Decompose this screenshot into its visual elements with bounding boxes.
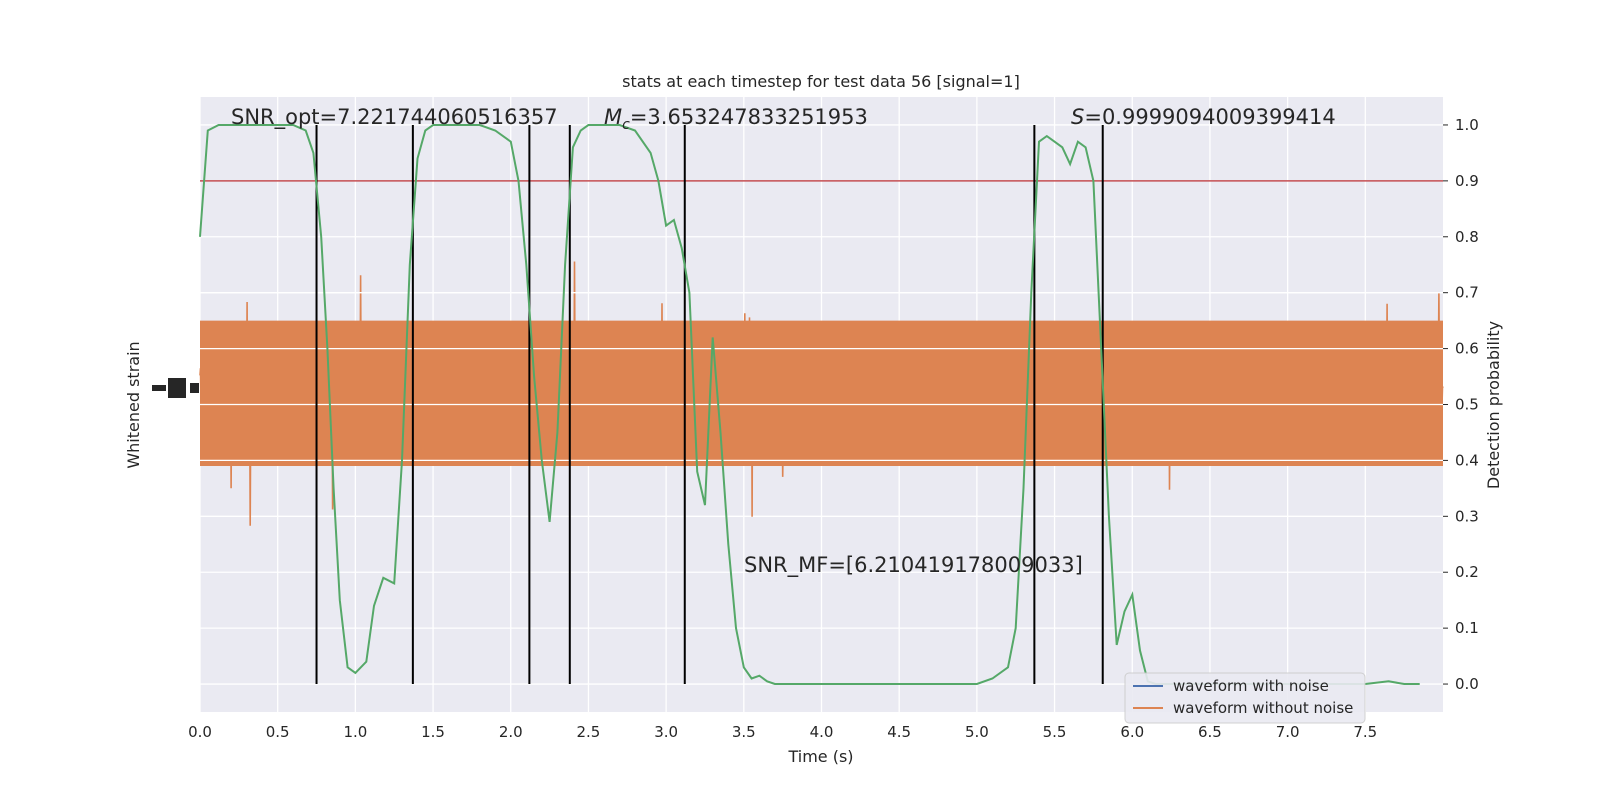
left-axis-overlapping-ticks — [152, 378, 199, 398]
x-tick-label: 5.0 — [965, 723, 989, 741]
x-tick-label: 1.5 — [421, 723, 445, 741]
y-tick-label: 0.8 — [1455, 228, 1479, 246]
y-right-axis-label: Detection probability — [1484, 321, 1503, 489]
y-tick-label: 0.4 — [1455, 451, 1479, 469]
snr-mf-annotation: SNR_MF=[6.210419178009033] — [744, 553, 1083, 578]
legend-label-with-noise: waveform with noise — [1173, 677, 1329, 695]
y-tick-label: 0.2 — [1455, 563, 1479, 581]
y-tick-label: 0.7 — [1455, 284, 1479, 302]
chirp-mass-annotation: Mc=3.653247833251953 — [604, 105, 868, 133]
detection-probability-line — [199, 124, 1420, 685]
vertical-marker-lines — [315, 124, 1104, 685]
x-tick-label: 0.0 — [188, 723, 212, 741]
x-tick-label: 1.0 — [343, 723, 367, 741]
x-tick-label: 7.5 — [1353, 723, 1377, 741]
x-tick-label: 5.5 — [1043, 723, 1067, 741]
x-tick-label: 2.0 — [499, 723, 523, 741]
chart-title: stats at each timestep for test data 56 … — [622, 72, 1020, 91]
strain-series-layer — [199, 261, 1444, 526]
chirp-mass-symbol: M — [604, 105, 622, 129]
y-tick-label: 0.1 — [1455, 619, 1479, 637]
legend-box — [1124, 672, 1366, 724]
x-tick-label: 6.0 — [1120, 723, 1144, 741]
x-tick-label: 6.5 — [1198, 723, 1222, 741]
x-axis-label: Time (s) — [787, 747, 853, 766]
y-tick-label: 0.3 — [1455, 507, 1479, 525]
y-tick-label: 0.5 — [1455, 396, 1479, 414]
s-value: =0.9999094009399414 — [1084, 105, 1335, 129]
x-tick-label: 4.5 — [887, 723, 911, 741]
snr-opt-annotation: SNR_opt=7.221744060516357 — [231, 105, 558, 130]
s-annotation: S=0.9999094009399414 — [1071, 105, 1336, 129]
x-tick-label: 4.0 — [810, 723, 834, 741]
legend: waveform with noise waveform without noi… — [1124, 672, 1366, 724]
y-tick-label: 0.0 — [1455, 675, 1479, 693]
y-right-tick-labels: 0.0 0.1 0.2 0.3 0.4 0.5 0.6 0.7 0.8 0.9 1.0 — [1443, 116, 1479, 693]
legend-label-without-noise: waveform without noise — [1173, 699, 1353, 717]
x-tick-label: 7.0 — [1276, 723, 1300, 741]
s-symbol: S — [1071, 105, 1084, 129]
y-tick-label: 1.0 — [1455, 116, 1479, 134]
y-left-axis-label: Whitened strain — [124, 341, 143, 468]
x-tick-labels: 0.0 0.5 1.0 1.5 2.0 2.5 3.0 3.5 4.0 4.5 5.0 5.5 6.0 6… — [188, 723, 1377, 741]
x-tick-label: 3.5 — [732, 723, 756, 741]
x-tick-label: 3.0 — [654, 723, 678, 741]
y-tick-label: 0.9 — [1455, 172, 1479, 190]
x-tick-label: 2.5 — [577, 723, 601, 741]
y-tick-label: 0.6 — [1455, 340, 1479, 358]
strain-core-band — [200, 320, 1443, 466]
chirp-mass-subscript: c — [622, 117, 630, 133]
chirp-mass-value: =3.653247833251953 — [630, 105, 868, 129]
x-tick-label: 0.5 — [266, 723, 290, 741]
